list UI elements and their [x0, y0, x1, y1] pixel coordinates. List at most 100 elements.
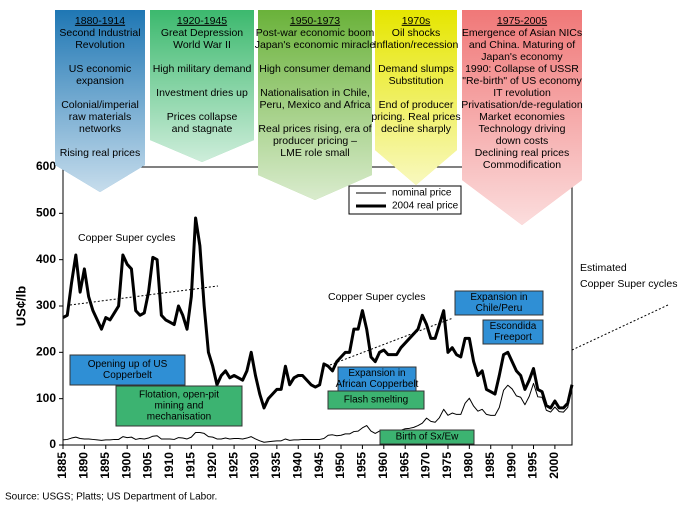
annotation-text: Escondida	[490, 321, 537, 332]
green-boxes: Birth of Sx/Ew	[379, 429, 475, 445]
annotation-text: Copperbelt	[103, 370, 152, 381]
legend-label: nominal price	[392, 188, 452, 199]
series-line	[62, 382, 573, 443]
period-title: 1970s	[402, 15, 431, 27]
period-text: Colonial/imperial	[61, 99, 139, 111]
x-tick-label: 1950	[333, 452, 347, 479]
annotation-text: African Copperbelt	[336, 379, 419, 390]
x-tick-label: 1975	[440, 452, 454, 479]
x-tick-label: 1965	[397, 452, 411, 479]
annotation-box	[379, 429, 475, 445]
y-tick-label: 400	[36, 252, 56, 266]
y-axis-label: US¢/lb	[13, 286, 28, 327]
y-tick-label: 100	[36, 391, 56, 405]
x-tick-label: 1970	[419, 452, 433, 479]
annotation-text: Chile/Peru	[476, 303, 523, 314]
period-text: networks	[79, 123, 121, 135]
trend-line	[69, 285, 219, 306]
x-tick-label: 1925	[226, 452, 240, 479]
legend	[348, 185, 462, 215]
period-title: 1950-1973	[290, 15, 340, 27]
x-tick-label: 1940	[290, 452, 304, 479]
annotation-box	[327, 390, 425, 410]
series-line	[62, 216, 574, 410]
annotation-text: Expansion in	[470, 292, 527, 303]
x-tick-label: 1985	[483, 452, 497, 479]
period-text: High consumer demand	[259, 63, 371, 75]
period-title: 1920-1945	[177, 15, 227, 27]
green-boxes: Flash smelting	[327, 390, 425, 410]
x-tick-label: 1990	[504, 452, 518, 479]
y-tick-label: 500	[36, 206, 56, 220]
period-text: LME role small	[280, 147, 349, 159]
period-text: pricing. Real prices	[371, 111, 460, 123]
annotation-text: Opening up of US	[88, 359, 168, 370]
period-text: Inflation/recession	[374, 39, 459, 51]
period-text: World War II	[173, 39, 231, 51]
annotation-text: mechanisation	[147, 412, 211, 423]
annotation-box	[69, 354, 186, 386]
note: Estimated	[580, 262, 627, 274]
period-title: 1975-2005	[497, 15, 547, 27]
x-tick-label: 1915	[183, 452, 197, 479]
period-text: IT revolution	[493, 87, 551, 99]
x-tick-label: 1945	[312, 452, 326, 479]
banner-shade	[55, 10, 145, 192]
x-tick-label: 1885	[55, 452, 69, 479]
source: Source: USGS; Platts; US Department of L…	[5, 492, 217, 503]
period-text: Japan's economy	[481, 51, 563, 63]
annotation-box	[337, 366, 417, 392]
annotation-text: Birth of Sx/Ew	[396, 432, 460, 443]
period-text: Peru, Mexico and Africa	[260, 99, 371, 111]
annotation-text: mining and	[155, 401, 204, 412]
period-text: Technology driving	[479, 123, 566, 135]
banner-shade	[150, 10, 254, 162]
period-text: Emergence of Asian NICs	[462, 27, 582, 39]
x-tick-label: 1895	[98, 452, 112, 479]
period-text: decline sharply	[381, 123, 452, 135]
period-text: Declining real prices	[475, 147, 570, 159]
period-text: Post-war economic boom	[256, 27, 375, 39]
annotation-text: Freeport	[494, 332, 532, 343]
x-tick-label: 1955	[355, 452, 369, 479]
y-tick-label: 600	[36, 159, 56, 173]
period-text: raw materials	[69, 111, 131, 123]
x-tick-label: 1930	[248, 452, 262, 479]
period-text: High military demand	[153, 63, 252, 75]
period-text: Investment dries up	[156, 87, 248, 99]
annotation-text: Expansion in	[348, 368, 405, 379]
period-text: End of producer	[379, 99, 454, 111]
period-text: Prices collapse	[167, 111, 238, 123]
period-text: Real prices rising, era of	[258, 123, 371, 135]
period-text: Substitution	[389, 75, 444, 87]
period-text: Revolution	[75, 39, 125, 51]
annotation-box	[115, 385, 243, 427]
annotation-box	[454, 290, 544, 316]
x-tick-label: 1995	[526, 452, 540, 479]
x-tick-label: 1980	[462, 452, 476, 479]
period-text: Privatisation/de-regulation	[461, 99, 583, 111]
annotation-text: Flotation, open-pit	[139, 390, 219, 401]
annotation-box	[482, 319, 544, 345]
period-text: down costs	[496, 135, 549, 147]
period-text: Great Depression	[161, 27, 243, 39]
x-tick-label: 1890	[77, 452, 91, 479]
note: Copper Super cycles	[580, 278, 677, 290]
period-text: producer pricing –	[273, 135, 357, 147]
period-text: Japan's economic miracle	[255, 39, 376, 51]
trend-line	[571, 304, 669, 351]
period-text: "Re-birth" of US economy	[462, 75, 582, 87]
period-text: and stagnate	[172, 123, 233, 135]
banner-shade	[258, 10, 372, 200]
banner-shade	[462, 10, 582, 225]
period-text: Second Industrial	[59, 27, 140, 39]
y-tick-label: 300	[36, 298, 56, 312]
period-text: Demand slumps	[378, 63, 454, 75]
period-text: expansion	[76, 75, 124, 87]
x-tick-label: 1900	[119, 452, 133, 479]
x-tick-label: 1960	[376, 452, 390, 479]
